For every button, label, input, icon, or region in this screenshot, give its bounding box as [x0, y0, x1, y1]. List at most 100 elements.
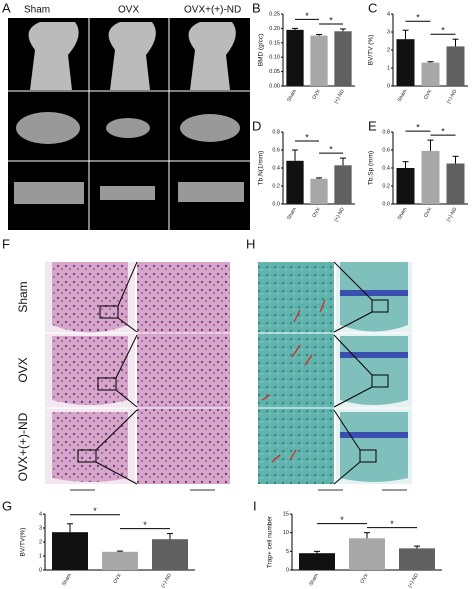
- y-tick-label: 0.2: [382, 183, 390, 189]
- bar: [310, 178, 328, 204]
- x-tick-label: Sham: [397, 89, 409, 103]
- y-tick-label: 4: [39, 511, 42, 517]
- y-tick-label: 0.4: [382, 165, 390, 171]
- y-tick-label: 0.8: [382, 129, 390, 135]
- y-tick-label: 0.8: [272, 129, 280, 135]
- bar: [286, 160, 304, 204]
- y-tick-label: 0.00: [269, 83, 280, 89]
- y-axis-label: Tb.N(1/mm): [258, 151, 265, 186]
- bar: [396, 168, 415, 204]
- significance-mark: *: [143, 520, 147, 530]
- x-tick-label: (+)-ND: [407, 572, 420, 588]
- panel-letter: G: [2, 498, 12, 513]
- y-tick-label: 0.15: [269, 40, 280, 46]
- y-tick-label: 3: [387, 29, 390, 35]
- significance-mark: *: [305, 11, 309, 21]
- panel-letter: E: [368, 118, 377, 133]
- group-label: OVX+(+)-ND: [16, 412, 30, 481]
- group-label: Sham: [24, 5, 50, 16]
- significance-mark: *: [441, 26, 445, 36]
- y-tick-label: 0.6: [382, 147, 390, 153]
- x-tick-label: (+)-ND: [160, 572, 173, 588]
- x-tick-label: OVX: [112, 572, 123, 585]
- bar: [421, 62, 440, 86]
- y-tick-label: 0.2: [272, 183, 280, 189]
- y-tick-label: 0: [387, 83, 390, 89]
- significance-mark: *: [329, 15, 333, 25]
- trap-stain-grid: [258, 261, 412, 485]
- bar: [52, 532, 88, 570]
- y-tick-label: 1: [387, 65, 390, 71]
- bar: [421, 150, 440, 204]
- y-axis-label: BV/TV(%): [20, 528, 27, 557]
- panel-letter: H: [246, 236, 255, 251]
- bar: [399, 548, 435, 570]
- y-tick-label: 4: [387, 11, 390, 17]
- y-tick-label: 2: [39, 539, 42, 545]
- y-tick-label: 0.10: [269, 55, 280, 61]
- x-tick-label: OVX: [311, 206, 322, 219]
- bar: [334, 165, 352, 204]
- bar: [299, 553, 335, 570]
- bar: [152, 539, 188, 570]
- bar: [349, 538, 385, 570]
- y-tick-label: 0.25: [269, 11, 280, 17]
- significance-mark: *: [305, 132, 309, 142]
- x-tick-label: (+)-ND: [333, 88, 346, 104]
- bar: [396, 39, 415, 86]
- significance-mark: *: [416, 13, 420, 23]
- significance-mark: *: [329, 144, 333, 154]
- y-tick-label: 0.4: [272, 165, 280, 171]
- y-tick-label: 0.05: [269, 69, 280, 75]
- x-tick-label: (+)-ND: [446, 206, 459, 222]
- significance-mark: *: [390, 519, 394, 529]
- y-axis-label: Tb.Sp (mm): [368, 151, 375, 185]
- group-label: OVX: [118, 5, 139, 16]
- y-tick-label: 0: [286, 567, 289, 573]
- panel-letter: D: [252, 118, 261, 133]
- bar: [286, 29, 304, 86]
- bar: [446, 46, 465, 86]
- x-tick-label: OVX: [423, 88, 434, 101]
- significance-mark: *: [93, 506, 97, 516]
- y-tick-label: 0.0: [382, 201, 390, 207]
- x-tick-label: Sham: [286, 89, 298, 103]
- x-tick-label: Sham: [61, 573, 73, 587]
- x-tick-label: OVX: [423, 206, 434, 219]
- y-tick-label: 15: [283, 511, 289, 517]
- y-axis-label: Trap+ cell number: [267, 515, 274, 568]
- group-label: Sham: [16, 281, 30, 312]
- y-tick-label: 2: [387, 47, 390, 53]
- panel-letter: I: [253, 498, 257, 513]
- x-tick-label: OVX: [359, 572, 370, 585]
- bar: [310, 35, 328, 86]
- group-label: OVX+(+)-ND: [184, 5, 241, 16]
- panel-letter: B: [252, 0, 261, 15]
- x-tick-label: Sham: [286, 207, 298, 221]
- y-tick-label: 0: [39, 567, 42, 573]
- bar: [334, 31, 352, 87]
- significance-mark: *: [340, 515, 344, 525]
- panel-letter: C: [368, 0, 377, 15]
- x-tick-label: (+)-ND: [333, 206, 346, 222]
- he-stain-grid: [45, 261, 230, 485]
- y-tick-label: 3: [39, 525, 42, 531]
- y-axis-label: BMD (g/cc): [258, 34, 265, 67]
- panel-letter: F: [2, 236, 10, 251]
- y-tick-label: 0.0: [272, 201, 280, 207]
- y-axis-label: BV/TV (%): [368, 35, 375, 66]
- x-tick-label: (+)-ND: [446, 88, 459, 104]
- y-tick-label: 10: [283, 530, 289, 536]
- group-label: OVX: [16, 357, 30, 382]
- significance-mark: *: [441, 126, 445, 136]
- y-tick-label: 0.6: [272, 147, 280, 153]
- micro-ct-grid: [8, 18, 250, 230]
- x-tick-label: OVX: [311, 88, 322, 101]
- y-tick-label: 1: [39, 553, 42, 559]
- x-tick-label: Sham: [308, 573, 320, 587]
- panel-letter: A: [2, 0, 11, 15]
- bar: [446, 163, 465, 204]
- x-tick-label: Sham: [397, 207, 409, 221]
